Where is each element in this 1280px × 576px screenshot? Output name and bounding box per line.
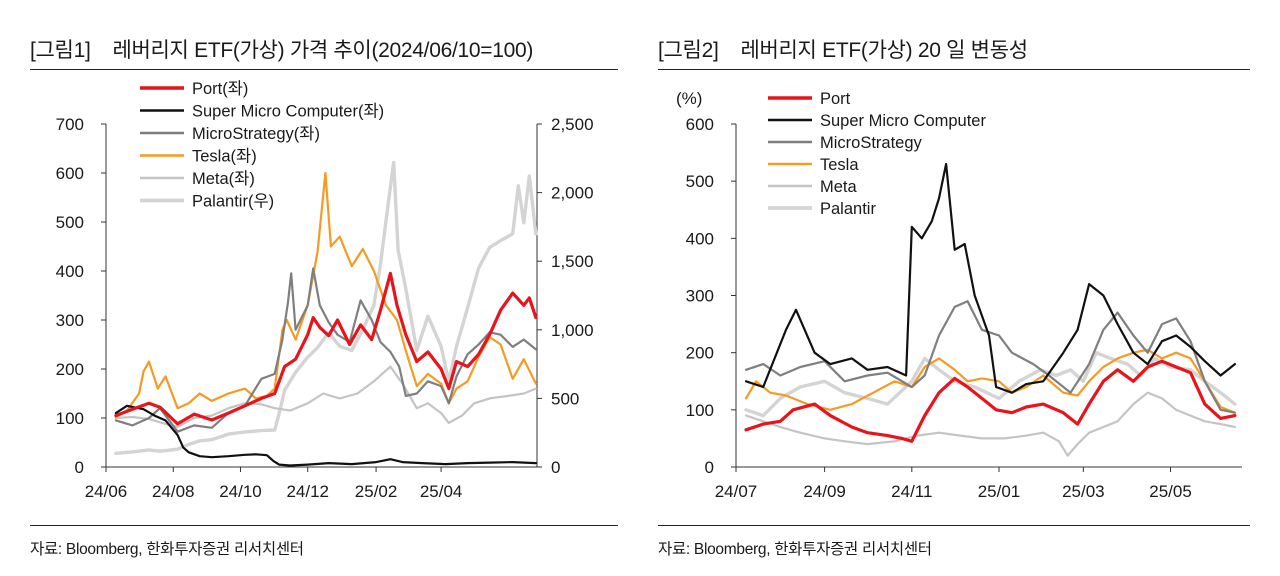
y-tick-label-left: 600: [686, 115, 714, 134]
y-tick-label-right: 2,500: [551, 115, 594, 134]
x-tick-label: 25/05: [1149, 482, 1192, 501]
legend-label-0: Port: [820, 90, 851, 108]
footer-rule-left: [30, 525, 618, 526]
y-tick-label-left: 100: [56, 409, 84, 428]
figure-label-left: [그림1]: [30, 39, 91, 62]
x-tick-label: 24/09: [803, 482, 846, 501]
line-chart-left: 0 100 200 300 400 500 600 700 0 500 1,000 1,500 2,00…: [56, 79, 594, 501]
x-tick-label: 24/10: [219, 482, 262, 501]
y-tick-label-right: 500: [551, 389, 579, 408]
x-tick-label: 25/02: [355, 482, 398, 501]
y-tick-label-left: 400: [56, 262, 84, 281]
y-tick-label-left: 100: [686, 401, 714, 420]
y-tick-label-right: 2,000: [551, 184, 594, 203]
x-tick-label: 25/01: [978, 482, 1021, 501]
footer-rule-right: [658, 525, 1250, 526]
y-tick-label-right: 0: [551, 458, 560, 477]
source-note-left: 자료: Bloomberg, 한화투자증권 리서치센터: [30, 541, 304, 558]
series-line-1: [744, 162, 1236, 394]
y-tick-label-right: 1,000: [551, 321, 594, 340]
legend-label-2: MicroStrategy(좌): [192, 124, 320, 143]
y-tick-label-left: 200: [686, 344, 714, 363]
y-axis-unit-label: (%): [676, 89, 702, 108]
legend-label-4: Meta: [820, 178, 858, 196]
title-rule-right: [658, 69, 1250, 70]
y-tick-label-right: 1,500: [551, 252, 594, 271]
y-tick-label-left: 400: [686, 229, 714, 248]
chart-panel-left: [그림1] 레버리지 ETF(가상) 가격 추이(2024/06/10=100) …: [0, 0, 630, 576]
y-tick-label-left: 600: [56, 164, 84, 183]
x-tick-label: 25/04: [420, 482, 463, 501]
series-line-0: [744, 359, 1237, 443]
series-line-3: [744, 348, 1236, 414]
figure-label-right: [그림2]: [658, 39, 719, 62]
legend-label-2: MicroStrategy: [820, 134, 923, 152]
y-tick-label-left: 300: [686, 287, 714, 306]
y-tick-label-left: 300: [56, 311, 84, 330]
series-line-3: [114, 171, 537, 419]
y-tick-label-left: 0: [705, 458, 714, 477]
legend-label-5: Palantir(우): [192, 193, 274, 211]
legend-label-1: Super Micro Computer: [820, 112, 986, 130]
source-note-right: 자료: Bloomberg, 한화투자증권 리서치센터: [658, 541, 932, 558]
x-tick-label: 24/11: [891, 482, 932, 501]
series-line-5: [114, 160, 538, 455]
line-chart-right: 0 100 200 300 400 500 600 24/07 24/09 24/11 25/01 2…: [676, 89, 1242, 501]
y-tick-label-left: 500: [686, 172, 714, 191]
x-tick-label: 24/06: [85, 482, 128, 501]
chart-title-left: [그림1] 레버리지 ETF(가상) 가격 추이(2024/06/10=100): [30, 34, 533, 64]
series-line-4: [114, 365, 537, 428]
legend-label-0: Port(좌): [192, 79, 248, 98]
chart-title-right: [그림2] 레버리지 ETF(가상) 20 일 변동성: [658, 34, 1028, 64]
legend-label-3: Tesla(좌): [192, 147, 257, 166]
chart-panel-right: [그림2] 레버리지 ETF(가상) 20 일 변동성 0 100 200 300 400…: [650, 0, 1280, 576]
series-line-2: [744, 300, 1236, 414]
y-tick-label-left: 0: [75, 458, 84, 477]
series-line-2: [114, 267, 537, 433]
y-tick-label-left: 200: [56, 360, 84, 379]
x-tick-label: 25/03: [1062, 482, 1105, 501]
x-tick-label: 24/12: [286, 482, 329, 501]
x-tick-label: 24/08: [152, 482, 195, 501]
title-rule-left: [30, 69, 618, 70]
legend-label-5: Palantir: [820, 200, 876, 218]
legend-label-1: Super Micro Computer(좌): [192, 102, 384, 121]
y-tick-label-left: 500: [56, 213, 84, 232]
figure-title-left: 레버리지 ETF(가상) 가격 추이(2024/06/10=100): [112, 39, 534, 62]
series-line-0: [114, 271, 538, 426]
y-tick-label-left: 700: [56, 115, 84, 134]
series-line-1: [114, 404, 537, 467]
legend-label-4: Meta(좌): [192, 169, 255, 188]
x-tick-label: 24/07: [715, 482, 758, 501]
series-line-4: [744, 391, 1236, 457]
figure-title-right: 레버리지 ETF(가상) 20 일 변동성: [740, 39, 1029, 62]
legend-label-3: Tesla: [820, 156, 859, 174]
